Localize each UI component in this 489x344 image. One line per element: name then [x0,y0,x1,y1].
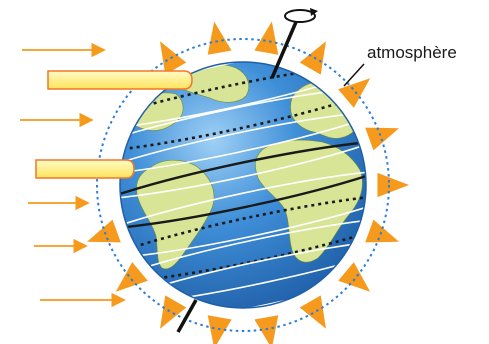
sun-spike-8 [299,295,326,329]
latitude-line-6 [120,192,366,286]
sunlight-arrows [20,42,126,308]
land-south-america [136,159,215,270]
sunlight-beam-top [47,70,193,90]
sun-spike-3 [338,78,371,108]
sun-spike-13 [87,219,121,243]
latitude-line-4 [120,138,366,232]
sun-spike-1 [254,21,279,55]
rotation-axis-bottom [176,299,198,333]
sun-spike-7 [338,262,371,292]
atmosphere-label: atmosphère [367,43,457,62]
latitude-line-5 [120,168,366,261]
latitude-line-8 [120,237,366,308]
sun-spike-11 [160,295,187,329]
sun-spike-6 [365,219,399,243]
latitude-line-2 [120,85,366,177]
latitude-line-7 [120,215,366,308]
atmosphere-ring-icon [96,38,390,332]
sun-spike-12 [115,262,148,292]
rotation-arrow-icon [284,8,318,23]
sun-spike-5 [377,172,409,198]
sun-spike-2 [299,41,326,75]
sun-spike-0 [207,21,232,55]
latitude-line-1 [120,62,366,155]
sunlight-beam-middle [35,159,135,179]
latitude-line-0 [120,62,366,133]
rotation-axis-top [270,21,298,79]
highlight-beams [35,70,193,179]
atmosphere-pointer [343,63,365,87]
latitude-lines [120,62,366,308]
globe [119,61,367,309]
latitude-line-3 [120,109,366,202]
